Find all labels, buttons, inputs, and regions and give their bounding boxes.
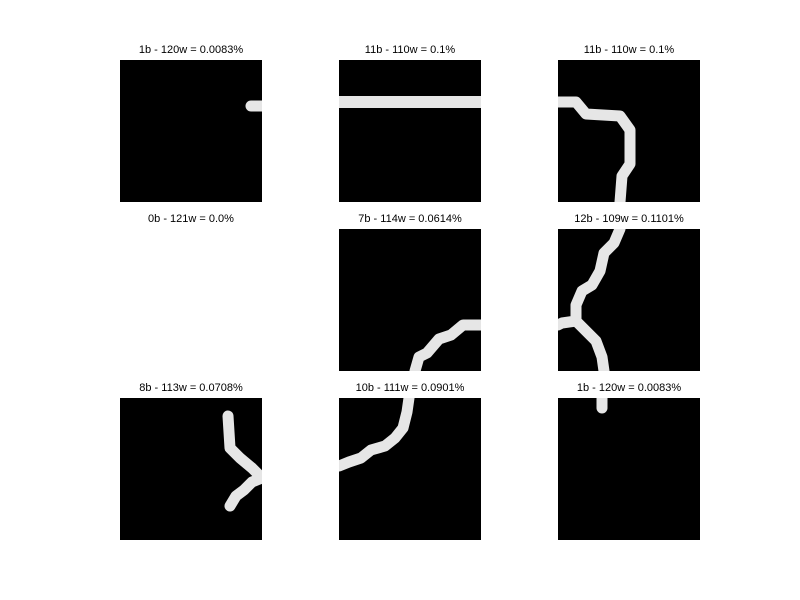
tile-image: [339, 60, 481, 202]
tile-image: [558, 60, 700, 202]
tile-image: [558, 398, 700, 540]
tile-title: 11b - 110w = 0.1%: [364, 44, 456, 56]
tile-image: [120, 398, 262, 540]
tile-title: 1b - 120w = 0.0083%: [576, 382, 682, 394]
tile-title: 1b - 120w = 0.0083%: [138, 44, 244, 56]
tile-title: 7b - 114w = 0.0614%: [358, 213, 462, 225]
tile-title: 12b - 109w = 0.1101%: [574, 213, 684, 225]
tile-image: [339, 398, 481, 540]
tile-title: 11b - 110w = 0.1%: [583, 44, 675, 56]
tile-image: [558, 229, 700, 371]
tile-image: [339, 229, 481, 371]
tile-image-empty: [120, 229, 262, 371]
tile-title: 8b - 113w = 0.0708%: [139, 382, 243, 394]
tile-image: [120, 60, 262, 202]
tile-title: 0b - 121w = 0.0%: [148, 213, 234, 225]
tile-title: 10b - 111w = 0.0901%: [355, 382, 465, 394]
